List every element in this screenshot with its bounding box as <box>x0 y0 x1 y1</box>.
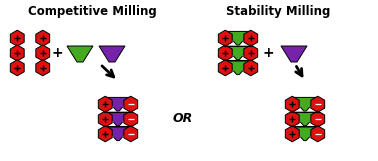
Polygon shape <box>36 60 50 76</box>
Text: OR: OR <box>173 113 193 126</box>
Polygon shape <box>98 96 112 112</box>
Polygon shape <box>97 115 113 122</box>
Polygon shape <box>123 115 139 122</box>
Polygon shape <box>123 100 139 107</box>
Polygon shape <box>285 111 299 127</box>
Polygon shape <box>36 45 50 61</box>
Polygon shape <box>244 45 258 61</box>
Polygon shape <box>244 30 258 46</box>
Polygon shape <box>217 49 233 56</box>
Polygon shape <box>244 60 258 76</box>
Polygon shape <box>310 115 326 122</box>
Polygon shape <box>36 30 50 46</box>
Polygon shape <box>284 115 300 122</box>
Polygon shape <box>9 64 25 71</box>
Text: +: + <box>51 46 63 60</box>
Polygon shape <box>10 60 24 76</box>
Polygon shape <box>97 130 113 137</box>
Polygon shape <box>284 100 300 107</box>
Polygon shape <box>124 96 138 112</box>
Polygon shape <box>310 100 326 107</box>
Polygon shape <box>104 112 132 126</box>
Polygon shape <box>9 49 25 56</box>
Polygon shape <box>10 45 24 61</box>
Polygon shape <box>285 126 299 142</box>
Polygon shape <box>281 46 307 62</box>
Text: Stability Milling: Stability Milling <box>226 5 330 18</box>
Polygon shape <box>10 30 24 46</box>
Polygon shape <box>243 64 259 71</box>
Polygon shape <box>218 45 232 61</box>
Polygon shape <box>99 46 125 62</box>
Polygon shape <box>225 46 251 60</box>
Text: Competitive Milling: Competitive Milling <box>28 5 156 18</box>
Polygon shape <box>291 97 319 111</box>
Polygon shape <box>104 97 132 111</box>
Polygon shape <box>35 49 51 56</box>
Polygon shape <box>35 64 51 71</box>
Polygon shape <box>98 126 112 142</box>
Polygon shape <box>291 127 319 141</box>
Polygon shape <box>67 46 93 62</box>
Polygon shape <box>124 111 138 127</box>
Polygon shape <box>225 61 251 75</box>
Polygon shape <box>98 111 112 127</box>
Polygon shape <box>243 49 259 56</box>
Polygon shape <box>285 96 299 112</box>
Polygon shape <box>291 112 319 126</box>
Polygon shape <box>217 34 233 41</box>
Polygon shape <box>9 34 25 41</box>
Polygon shape <box>225 31 251 45</box>
Polygon shape <box>123 130 139 137</box>
Polygon shape <box>217 64 233 71</box>
Polygon shape <box>311 126 325 142</box>
Text: +: + <box>262 46 274 60</box>
Polygon shape <box>218 30 232 46</box>
Polygon shape <box>97 100 113 107</box>
Polygon shape <box>124 126 138 142</box>
Polygon shape <box>243 34 259 41</box>
Polygon shape <box>218 60 232 76</box>
Polygon shape <box>311 96 325 112</box>
Polygon shape <box>35 34 51 41</box>
Polygon shape <box>311 111 325 127</box>
Polygon shape <box>104 127 132 141</box>
Polygon shape <box>284 130 300 137</box>
Polygon shape <box>310 130 326 137</box>
